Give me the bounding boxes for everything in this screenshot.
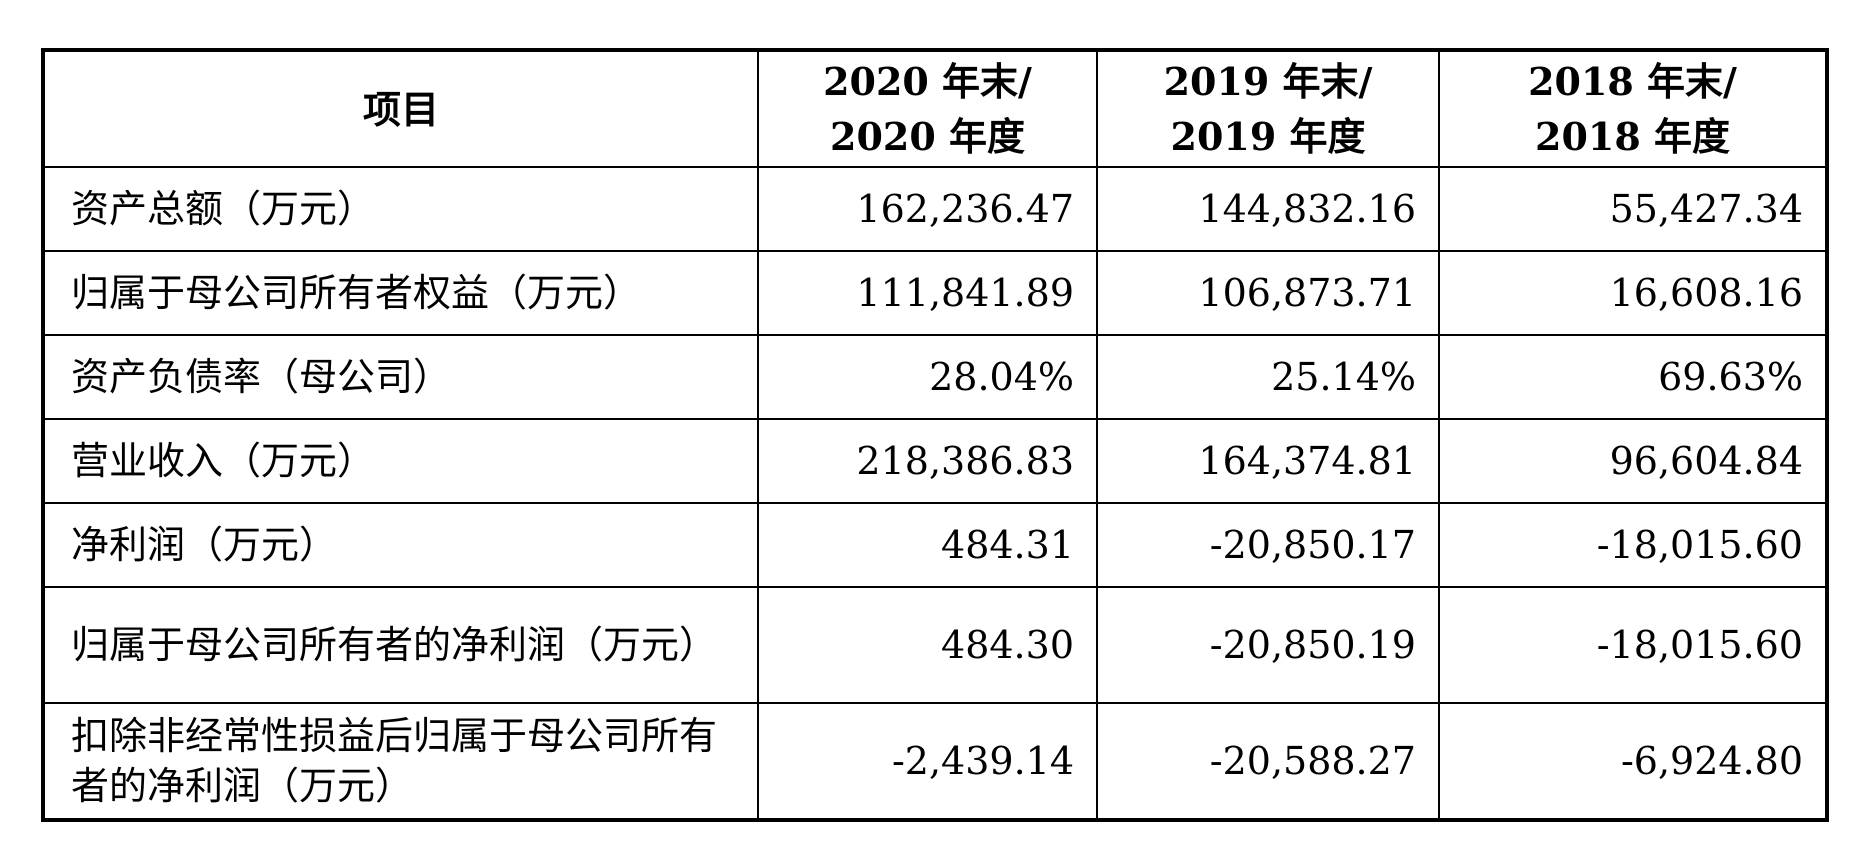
value-2019: -20,850.19 [1096, 586, 1440, 704]
header-2019-line1: 2019 年末/ [1163, 59, 1373, 104]
value-2018: -18,015.60 [1438, 586, 1828, 704]
row-label: 资产总额（万元） [42, 166, 759, 252]
table-row: 净利润（万元） 484.31 -20,850.17 -18,015.60 [42, 502, 1828, 588]
header-item: 项目 [42, 49, 759, 168]
header-2018-line1: 2018 年末/ [1528, 59, 1737, 104]
row-label: 净利润（万元） [42, 502, 759, 588]
row-label: 归属于母公司所有者的净利润（万元） [42, 586, 759, 704]
value-2019: 144,832.16 [1096, 166, 1440, 252]
header-2020: 2020 年末/ 2020 年度 [757, 49, 1098, 168]
table-row: 资产总额（万元） 162,236.47 144,832.16 55,427.34 [42, 166, 1828, 252]
value-2020: 111,841.89 [757, 250, 1098, 336]
row-label: 资产负债率（母公司） [42, 334, 759, 420]
header-2020-line2: 2020 年度 [830, 114, 1025, 159]
value-2019: 25.14% [1096, 334, 1440, 420]
table-row: 扣除非经常性损益后归属于母公司所有者的净利润（万元） -2,439.14 -20… [42, 702, 1828, 821]
header-2019-line2: 2019 年度 [1170, 114, 1366, 159]
row-label: 归属于母公司所有者权益（万元） [42, 250, 759, 336]
table-header-row: 项目 2020 年末/ 2020 年度 2019 年末/ 2019 年度 201… [42, 49, 1828, 168]
header-2019: 2019 年末/ 2019 年度 [1096, 49, 1440, 168]
header-2018-line2: 2018 年度 [1535, 114, 1730, 159]
table-row: 资产负债率（母公司） 28.04% 25.14% 69.63% [42, 334, 1828, 420]
value-2020: 162,236.47 [757, 166, 1098, 252]
financial-summary-table: 项目 2020 年末/ 2020 年度 2019 年末/ 2019 年度 201… [41, 48, 1829, 822]
header-2018: 2018 年末/ 2018 年度 [1438, 49, 1828, 168]
row-label: 扣除非经常性损益后归属于母公司所有者的净利润（万元） [42, 702, 759, 821]
header-2020-line1: 2020 年末/ [823, 59, 1032, 104]
value-2018: 16,608.16 [1438, 250, 1828, 336]
value-2018: 69.63% [1438, 334, 1828, 420]
value-2018: -6,924.80 [1438, 702, 1828, 821]
value-2018: -18,015.60 [1438, 502, 1828, 588]
value-2020: -2,439.14 [757, 702, 1098, 821]
table-row: 归属于母公司所有者权益（万元） 111,841.89 106,873.71 16… [42, 250, 1828, 336]
value-2019: -20,850.17 [1096, 502, 1440, 588]
value-2018: 96,604.84 [1438, 418, 1828, 504]
value-2019: 106,873.71 [1096, 250, 1440, 336]
value-2020: 28.04% [757, 334, 1098, 420]
table-row: 营业收入（万元） 218,386.83 164,374.81 96,604.84 [42, 418, 1828, 504]
row-label: 营业收入（万元） [42, 418, 759, 504]
value-2020: 484.30 [757, 586, 1098, 704]
value-2020: 218,386.83 [757, 418, 1098, 504]
value-2019: -20,588.27 [1096, 702, 1440, 821]
value-2020: 484.31 [757, 502, 1098, 588]
value-2019: 164,374.81 [1096, 418, 1440, 504]
value-2018: 55,427.34 [1438, 166, 1828, 252]
table-row: 归属于母公司所有者的净利润（万元） 484.30 -20,850.19 -18,… [42, 586, 1828, 704]
